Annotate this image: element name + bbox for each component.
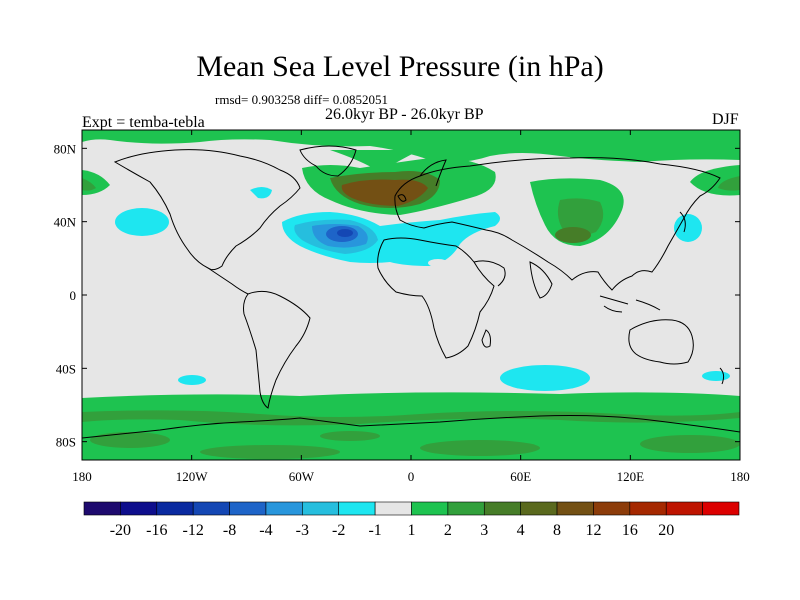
greenland-positive: [330, 150, 420, 172]
stats-line: rmsd= 0.903258 diff= 0.0852051: [215, 92, 388, 107]
tasman-negative: [702, 371, 730, 381]
colorbar-label: -20: [110, 522, 131, 539]
north-atlantic-high-core: [341, 179, 428, 206]
y-tick-label: 40N: [54, 215, 77, 230]
colorbar-label: 20: [658, 522, 674, 539]
colorbar-swatch: [120, 501, 158, 516]
maritime-continent-coast: [599, 295, 661, 313]
central-america-coast: [207, 267, 249, 295]
australia-coast: [628, 319, 694, 365]
y-tick-label: 0: [70, 288, 77, 303]
south-patch: [320, 431, 380, 441]
colorbar-swatch: [520, 501, 558, 516]
mediterranean-gap: [428, 259, 448, 267]
colorbar-swatch: [593, 501, 631, 516]
africa-coast: [377, 237, 495, 359]
colorbar-label: -4: [259, 522, 272, 539]
y-tick-label: 80N: [54, 141, 77, 156]
colorbar-swatch: [229, 501, 267, 516]
south-patch: [640, 435, 740, 453]
figure-title: Mean Sea Level Pressure (in hPa): [196, 50, 604, 83]
south-patch: [200, 445, 340, 459]
colorbar-swatch: [374, 501, 412, 516]
antarctica-coast: [82, 415, 740, 439]
eurasia-coast: [394, 157, 721, 291]
season-label: DJF: [712, 111, 739, 128]
colorbar-label: -12: [183, 522, 204, 539]
siberian-level4: [555, 227, 591, 243]
british-isles-coast: [397, 194, 407, 202]
coastlines: [82, 145, 740, 439]
colorbar-swatch: [556, 501, 594, 516]
south-indian-negative: [500, 365, 590, 391]
south-pacific-negative: [178, 375, 206, 385]
y-tick-label: 80S: [56, 435, 76, 450]
y-tick-label: 40S: [56, 361, 76, 376]
colorbar-swatch: [629, 501, 667, 516]
new-zealand-coast: [719, 367, 725, 385]
axis-ticks: 180 120W 60W 0 60E 120E 180 80N 40N 0 40S 80S: [54, 130, 750, 484]
colorbar-swatch: [411, 501, 449, 516]
colorbar-swatch: [338, 501, 376, 516]
south-america-coast: [243, 290, 311, 409]
colorbar-swatch: [665, 501, 703, 516]
colorbar-label: 16: [622, 522, 638, 539]
colorbar-swatch: [302, 501, 340, 516]
colorbar: -20 -16 -12 -8 -4 -3 -2 -1 1 2 3 4 8 12 16 20: [83, 501, 740, 539]
colorbar-swatch: [83, 501, 121, 516]
x-tick-label: 60W: [289, 469, 315, 484]
japan-negative: [674, 214, 702, 242]
southern-band-edge: [82, 392, 740, 412]
colorbar-label: -16: [146, 522, 167, 539]
colorbar-swatch: [447, 501, 485, 516]
hudson-negative: [250, 187, 272, 199]
scandinavia-coast: [419, 159, 447, 187]
colorbar-swatch: [156, 501, 194, 516]
x-tick-label: 180: [730, 469, 750, 484]
x-tick-label: 120W: [176, 469, 209, 484]
colorbar-label: 3: [480, 522, 488, 539]
north-pacific-darker-east: [718, 176, 740, 191]
madagascar-coast: [481, 329, 491, 348]
colorbar-swatch: [265, 501, 303, 516]
siberian-level3: [557, 198, 604, 236]
arctic-positive-band: [82, 130, 740, 163]
arabia-coast: [473, 260, 506, 287]
colorbar-label: -2: [332, 522, 345, 539]
north-america-coast: [113, 149, 301, 271]
x-tick-label: 180: [72, 469, 92, 484]
colorbar-swatch: [483, 501, 521, 516]
north-pacific-negative: [115, 208, 169, 236]
colorbar-label: 2: [444, 522, 452, 539]
colorbar-label: 1: [408, 522, 416, 539]
colorbar-swatch: [192, 501, 230, 516]
pressure-anomaly-fill: [82, 130, 740, 460]
south-patch: [420, 440, 540, 456]
south-patch: [90, 432, 170, 448]
colorbar-label: 12: [585, 522, 601, 539]
colorbar-label: 4: [517, 522, 525, 539]
japan-coast: [679, 211, 686, 233]
subtitle: 26.0kyr BP - 26.0kyr BP: [325, 106, 484, 123]
north-atlantic-low-center: [337, 229, 353, 237]
experiment-label: Expt = temba-tebla: [82, 114, 205, 131]
colorbar-label: -8: [223, 522, 236, 539]
colorbar-swatch: [702, 501, 740, 516]
colorbar-label: 8: [553, 522, 561, 539]
x-tick-label: 0: [408, 469, 415, 484]
greenland-coast: [299, 145, 357, 177]
colorbar-label: -1: [368, 522, 381, 539]
india-coast: [529, 261, 553, 299]
x-tick-label: 60E: [510, 469, 531, 484]
north-pacific-darker-west: [82, 178, 96, 191]
x-tick-label: 120E: [617, 469, 645, 484]
colorbar-label: -3: [296, 522, 309, 539]
